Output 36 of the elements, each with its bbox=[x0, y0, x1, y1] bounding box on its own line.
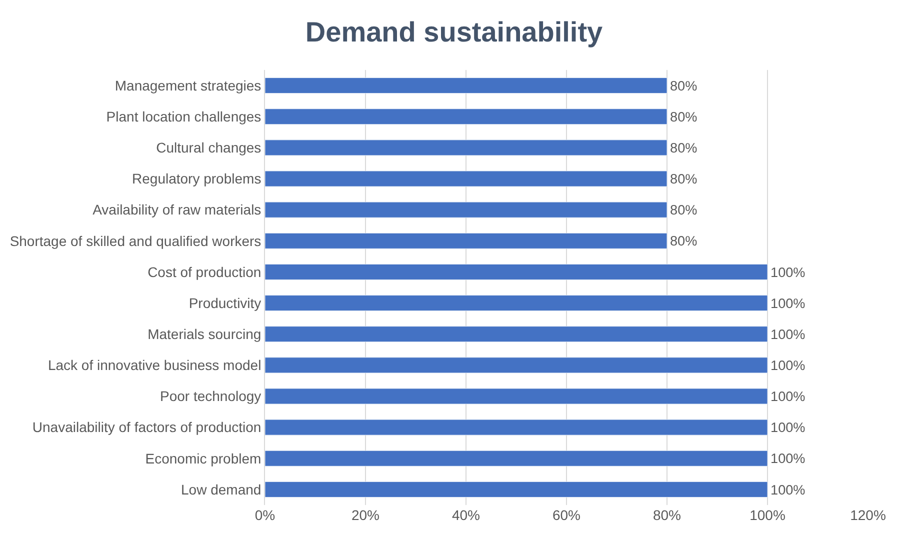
data-label: 80% bbox=[670, 140, 698, 156]
data-label: 100% bbox=[770, 326, 806, 342]
data-label: 100% bbox=[770, 420, 806, 436]
chart-title: Demand sustainability bbox=[305, 16, 604, 48]
x-tick-label: 80% bbox=[652, 507, 682, 523]
y-tick-label: Cultural changes bbox=[156, 140, 262, 156]
y-tick-label: Unavailability of factors of production bbox=[32, 419, 262, 436]
data-label: 80% bbox=[670, 172, 698, 187]
y-tick-label: Availability of raw materials bbox=[92, 202, 262, 218]
data-label: 100% bbox=[770, 451, 806, 466]
x-tick-label: 100% bbox=[750, 507, 786, 523]
data-label: 100% bbox=[770, 296, 806, 311]
x-tick-label: 0% bbox=[254, 507, 276, 523]
y-tick-label: Low demand bbox=[181, 481, 262, 498]
x-tick-label: 40% bbox=[452, 507, 480, 523]
data-label: 80% bbox=[670, 78, 698, 94]
data-label: 80% bbox=[670, 109, 698, 124]
data-label: 100% bbox=[770, 264, 806, 280]
y-tick-label: Regulatory problems bbox=[132, 170, 262, 187]
x-tick-label: 120% bbox=[850, 507, 886, 523]
y-tick-label: Lack of innovative business model bbox=[48, 357, 262, 374]
x-tick-label: 60% bbox=[552, 507, 581, 523]
y-tick-label: Economic problem bbox=[145, 450, 262, 466]
y-tick-label: Management strategies bbox=[114, 77, 262, 94]
data-label: 80% bbox=[670, 202, 698, 218]
y-tick-label: Cost of production bbox=[148, 264, 262, 280]
y-tick-label: Shortage of skilled and qualified workers bbox=[10, 232, 262, 249]
data-label: 100% bbox=[770, 358, 806, 374]
data-label: 80% bbox=[670, 234, 698, 249]
y-tick-label: Materials sourcing bbox=[148, 326, 262, 342]
data-label: 100% bbox=[770, 482, 806, 498]
y-tick-label: Productivity bbox=[188, 294, 262, 311]
x-tick-label: 20% bbox=[351, 507, 380, 523]
y-tick-label: Poor technology bbox=[160, 388, 262, 404]
data-label: 100% bbox=[770, 389, 806, 404]
y-tick-label: Plant location challenges bbox=[106, 108, 262, 125]
